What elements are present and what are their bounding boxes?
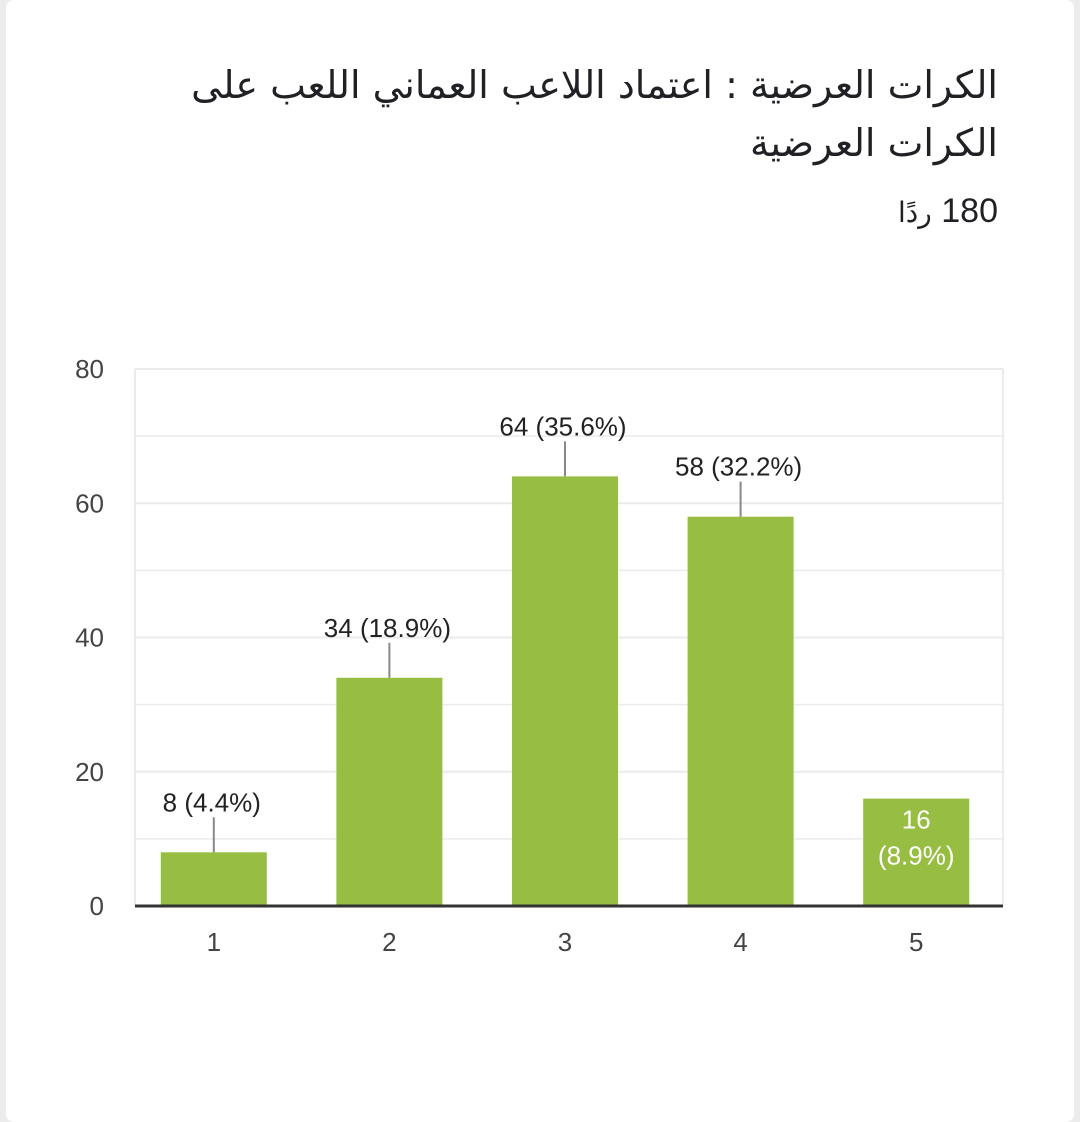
y-tick-label: 40	[75, 623, 104, 653]
data-label: 16	[902, 805, 931, 835]
bar	[160, 852, 267, 906]
bar	[687, 516, 794, 906]
response-count: 180 ردًا	[178, 192, 998, 231]
data-label: (8.9%)	[878, 841, 955, 871]
x-tick-label: 5	[909, 927, 923, 957]
response-count-number: 180	[941, 192, 998, 230]
x-tick-label: 4	[733, 927, 747, 957]
bar	[512, 476, 618, 906]
x-tick-label: 1	[207, 927, 221, 957]
y-tick-label: 80	[75, 354, 104, 384]
chart-title: الكرات العرضية : اعتماد اللاعب العماني ا…	[191, 63, 998, 165]
data-label: 58 (32.2%)	[675, 452, 802, 482]
chart-header: الكرات العرضية : اعتماد اللاعب العماني ا…	[178, 56, 998, 231]
bar	[336, 677, 443, 906]
data-label: 8 (4.4%)	[163, 787, 261, 817]
y-tick-label: 20	[75, 757, 104, 787]
y-tick-label: 0	[90, 891, 104, 921]
response-count-word: ردًا	[898, 196, 932, 229]
y-tick-label: 60	[75, 488, 104, 518]
x-tick-label: 2	[382, 927, 396, 957]
x-tick-label: 3	[558, 927, 572, 957]
data-label: 34 (18.9%)	[324, 613, 451, 643]
data-label: 64 (35.6%)	[499, 411, 626, 441]
bar	[863, 798, 970, 906]
